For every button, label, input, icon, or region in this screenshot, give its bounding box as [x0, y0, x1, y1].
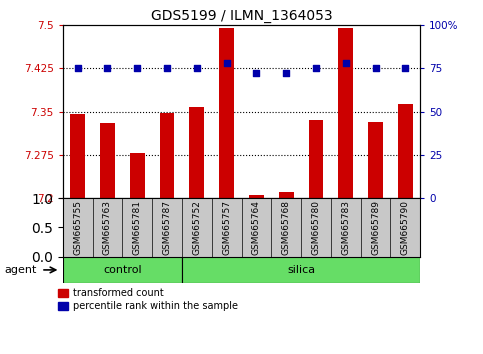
Bar	[249, 195, 264, 198]
Bar	[100, 123, 115, 198]
Bar	[182, 257, 420, 283]
Text: GSM665783: GSM665783	[341, 200, 350, 255]
Bar	[70, 114, 85, 198]
Point	[193, 65, 201, 71]
Text: GSM665790: GSM665790	[401, 200, 410, 255]
Point	[133, 65, 141, 71]
Point	[104, 65, 112, 71]
Text: agent: agent	[5, 265, 37, 275]
Text: GSM665780: GSM665780	[312, 200, 320, 255]
Bar	[309, 120, 324, 198]
Text: GSM665768: GSM665768	[282, 200, 291, 255]
Bar	[159, 113, 174, 198]
Text: GSM665763: GSM665763	[103, 200, 112, 255]
Text: GSM665764: GSM665764	[252, 200, 261, 255]
Point	[74, 65, 82, 71]
Text: control: control	[103, 265, 142, 275]
Point	[253, 70, 260, 76]
Text: GSM665752: GSM665752	[192, 200, 201, 255]
Bar	[189, 107, 204, 198]
Point	[312, 65, 320, 71]
Text: GSM665755: GSM665755	[73, 200, 82, 255]
Text: GSM665789: GSM665789	[371, 200, 380, 255]
Point	[342, 60, 350, 66]
Point	[372, 65, 380, 71]
Text: GSM665787: GSM665787	[163, 200, 171, 255]
Point	[282, 70, 290, 76]
Bar	[130, 153, 145, 198]
Bar	[338, 28, 353, 198]
Bar	[398, 104, 413, 198]
Bar	[279, 193, 294, 198]
Point	[401, 65, 409, 71]
Bar	[63, 257, 182, 283]
Point	[223, 60, 230, 66]
Bar	[219, 28, 234, 198]
Point	[163, 65, 171, 71]
Text: GDS5199 / ILMN_1364053: GDS5199 / ILMN_1364053	[151, 9, 332, 23]
Bar	[368, 122, 383, 198]
Text: GSM665781: GSM665781	[133, 200, 142, 255]
Text: GSM665757: GSM665757	[222, 200, 231, 255]
Text: silica: silica	[287, 265, 315, 275]
Legend: transformed count, percentile rank within the sample: transformed count, percentile rank withi…	[58, 288, 238, 311]
